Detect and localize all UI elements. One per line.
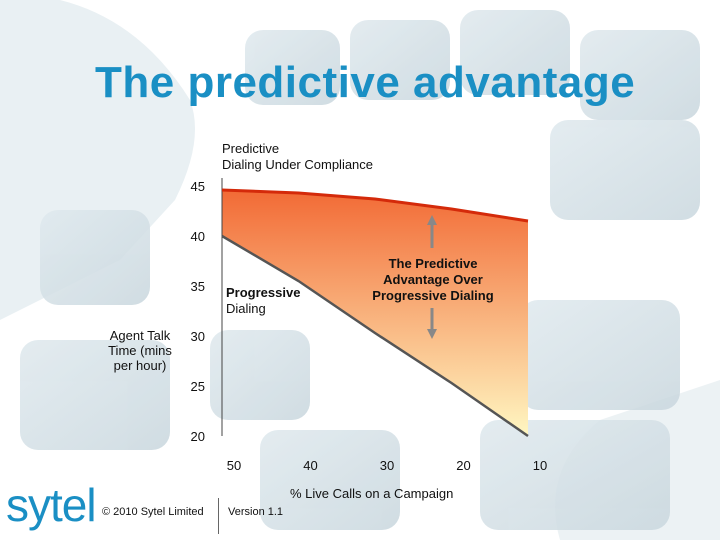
x-tick-label: 50	[227, 458, 241, 473]
x-tick-label: 40	[303, 458, 317, 473]
x-tick-label: 10	[533, 458, 547, 473]
y-tick-label: 30	[191, 329, 205, 344]
y-tick-label: 35	[191, 279, 205, 294]
version-text: Version 1.1	[228, 506, 284, 518]
advantage-area	[222, 190, 528, 436]
x-axis-label: % Live Calls on a Campaign	[290, 486, 454, 501]
predictive-label-line1: Predictive	[222, 141, 280, 156]
copyright-text: © 2010 Sytel Limited	[102, 506, 204, 518]
advantage-label: The Predictive Advantage Over Progressiv…	[372, 256, 494, 303]
footer-divider	[218, 498, 219, 534]
slide-title: The predictive advantage	[95, 58, 636, 107]
series-line-predictive	[221, 188, 529, 223]
y-tick-label: 25	[191, 379, 205, 394]
progressive-label-line2: Dialing	[226, 301, 266, 316]
series-line-progressive	[221, 234, 529, 438]
sytel-logo: sytel	[6, 479, 97, 531]
y-axis-label: Agent Talk Time (mins per hour)	[108, 328, 172, 373]
y-tick-label: 40	[191, 229, 205, 244]
predictive-label-line2: Dialing Under Compliance	[222, 157, 374, 172]
y-tick-label: 45	[191, 179, 205, 194]
plot-area: 45 40 35 30 25 20 50 40 30 20 10	[191, 178, 547, 473]
progressive-label-line1: Progressive	[226, 285, 301, 300]
x-tick-label: 20	[456, 458, 470, 473]
x-tick-label: 30	[380, 458, 394, 473]
y-tick-label: 20	[191, 429, 205, 444]
